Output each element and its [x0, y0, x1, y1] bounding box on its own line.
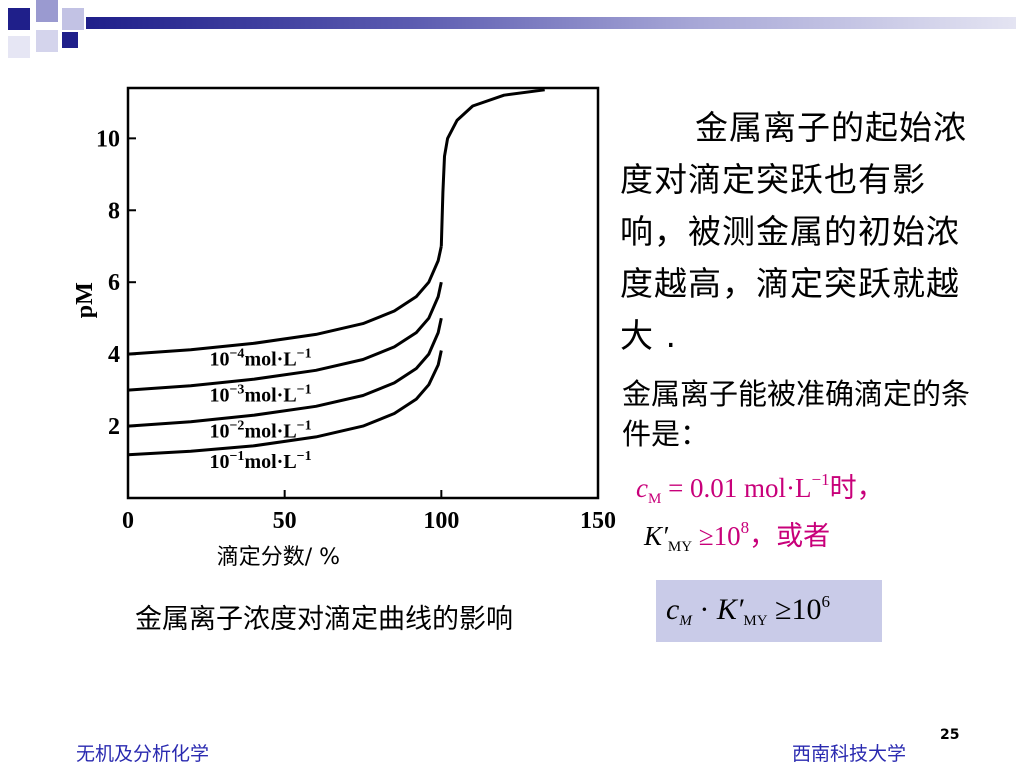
- series-line: [127, 317, 443, 428]
- deco-square-5: [62, 32, 78, 48]
- formula: cM · K′MY ≥106: [666, 592, 831, 629]
- deco-square-1: [8, 8, 30, 30]
- deco-square-2: [36, 0, 58, 22]
- x-axis-label: 滴定分数/ %: [217, 545, 340, 570]
- y-tick-label: 10: [96, 126, 120, 152]
- series-line: [127, 281, 443, 392]
- title-bar-decoration: [86, 17, 1016, 29]
- footer-course-name: 无机及分析化学: [76, 743, 210, 765]
- explanation-paragraph: 金属离子的起始浓度对滴定突跃也有影响，被测金属的初始浓度越高，滴定突跃就越大 .: [620, 108, 967, 355]
- plot-frame: [126, 86, 600, 500]
- y-tick-label: 2: [108, 414, 120, 440]
- x-tick-label: 0: [122, 508, 134, 534]
- series-label: 10−2mol·L−1: [209, 418, 311, 442]
- page-number: 25: [940, 727, 960, 743]
- deco-square-4: [62, 8, 84, 30]
- y-tick-label: 8: [108, 198, 120, 224]
- x-tick-label: 150: [580, 508, 616, 534]
- condition-line-kmy: K′MY ≥108，或者: [644, 518, 831, 555]
- series-label: 10−4mol·L−1: [209, 346, 311, 370]
- series-line: [127, 245, 443, 356]
- chart-caption: 金属离子浓度对滴定曲线的影响: [135, 604, 513, 635]
- cm-symbol: c: [636, 473, 648, 503]
- y-tick-label: 6: [108, 270, 120, 296]
- formula-box: [656, 580, 882, 642]
- kmy-symbol: K′: [644, 521, 668, 551]
- series-line: [127, 350, 443, 457]
- deco-square-3: [36, 30, 58, 52]
- titration-chart: 0 50 100 150 2 4 6 8 10 滴定分数/ % pM 10−4mol·L−1 10−3m…: [72, 86, 616, 570]
- series-label: 10−3mol·L−1: [209, 382, 311, 406]
- y-tick-label: 4: [108, 342, 120, 368]
- footer-university: 西南科技大学: [792, 743, 907, 765]
- series-line: [439, 88, 545, 247]
- condition-line-concentration: cM = 0.01 mol·L−1时，: [636, 470, 884, 507]
- x-tick-label: 100: [423, 508, 459, 534]
- x-tick-label: 50: [273, 508, 297, 534]
- series-label: 10−1mol·L−1: [209, 449, 311, 473]
- y-axis-label: pM: [72, 282, 98, 318]
- deco-square-6: [8, 36, 30, 58]
- condition-title: 金属离子能被准确滴定的条件是：: [622, 377, 971, 451]
